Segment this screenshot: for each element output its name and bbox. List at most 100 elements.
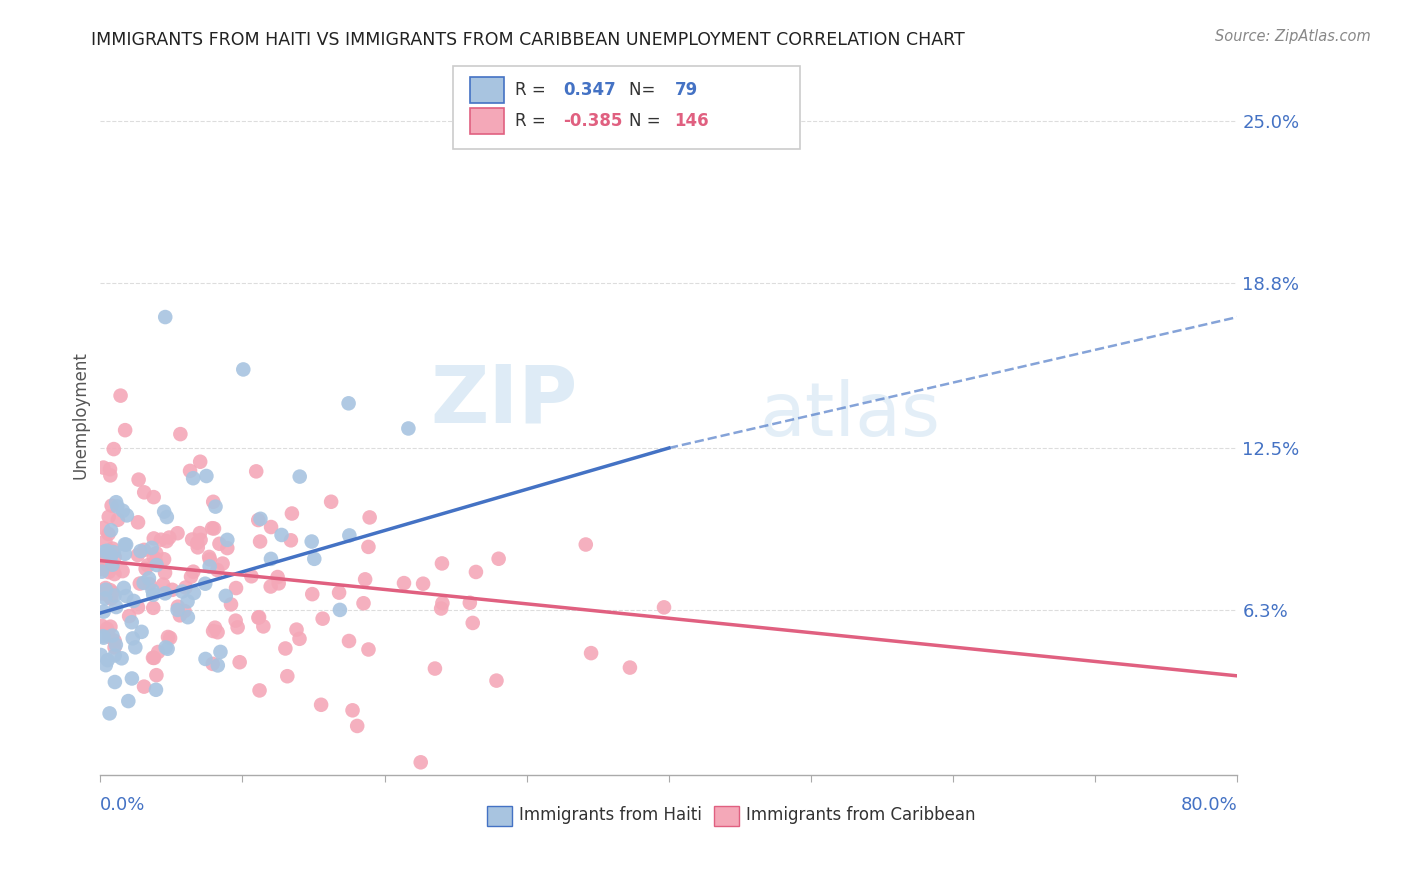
Point [249, 512, 271, 526]
Point [280, 533, 302, 548]
Point [359, 510, 381, 524]
Point [353, 596, 375, 610]
Point [167, 599, 190, 614]
Point [321, 495, 343, 509]
Point [188, 526, 211, 541]
Point [249, 683, 271, 698]
Point [153, 552, 176, 566]
Point [132, 542, 155, 557]
Text: 80.0%: 80.0% [1181, 796, 1237, 814]
Point [249, 534, 271, 549]
Point [187, 541, 209, 555]
Point [142, 532, 165, 546]
Point [118, 609, 141, 624]
Point [267, 576, 290, 591]
Point [172, 584, 194, 599]
Point [354, 572, 377, 586]
Point [186, 536, 208, 550]
Point [121, 632, 143, 646]
FancyBboxPatch shape [453, 66, 800, 149]
Point [90, 648, 112, 662]
Point [104, 675, 127, 690]
Point [211, 557, 233, 571]
Point [204, 621, 226, 635]
Point [153, 586, 176, 600]
Point [202, 624, 225, 638]
Point [285, 623, 308, 637]
Point [100, 523, 122, 537]
Point [117, 694, 139, 708]
Point [100, 620, 122, 634]
Point [488, 551, 510, 566]
Point [96, 543, 118, 558]
Point [111, 504, 134, 518]
Point [94, 591, 117, 606]
Point [176, 594, 198, 608]
Point [209, 645, 232, 659]
Point [98, 630, 121, 644]
Point [124, 640, 146, 655]
Point [217, 533, 239, 547]
Point [215, 589, 238, 603]
Point [169, 608, 191, 623]
Point [201, 521, 224, 535]
Point [103, 567, 125, 582]
Point [579, 646, 602, 660]
Point [145, 682, 167, 697]
Point [461, 615, 484, 630]
Point [112, 581, 135, 595]
Point [115, 589, 138, 603]
Point [202, 521, 225, 535]
FancyBboxPatch shape [714, 805, 740, 826]
Point [217, 541, 239, 555]
Point [104, 589, 127, 603]
Point [94, 581, 117, 595]
Point [103, 442, 125, 456]
Point [115, 538, 138, 552]
Point [396, 421, 419, 435]
Point [166, 526, 188, 541]
Point [101, 558, 124, 572]
Point [134, 485, 156, 500]
Point [194, 652, 217, 666]
Point [96, 549, 118, 563]
Point [156, 630, 179, 644]
FancyBboxPatch shape [486, 805, 512, 826]
Text: N=: N= [628, 81, 661, 99]
Point [142, 550, 165, 565]
Point [260, 580, 283, 594]
Point [252, 619, 274, 633]
Point [247, 513, 270, 527]
Point [304, 552, 326, 566]
Text: N =: N = [628, 112, 666, 129]
Point [100, 549, 122, 563]
Point [142, 650, 165, 665]
Point [127, 600, 149, 615]
Point [98, 462, 121, 476]
Text: 0.0%: 0.0% [100, 796, 146, 814]
Point [430, 557, 453, 571]
Point [412, 576, 434, 591]
Point [94, 582, 117, 597]
Point [155, 640, 177, 655]
Point [225, 614, 247, 628]
Point [115, 508, 138, 523]
Point [270, 528, 292, 542]
Point [183, 586, 205, 600]
Point [104, 638, 127, 652]
Point [198, 552, 221, 566]
Point [226, 620, 249, 634]
Point [127, 516, 149, 530]
Point [91, 521, 114, 535]
Point [181, 565, 204, 579]
Point [97, 527, 120, 541]
Point [145, 668, 167, 682]
Point [162, 582, 184, 597]
Point [121, 615, 143, 630]
Point [652, 600, 675, 615]
Point [138, 571, 160, 585]
Point [156, 641, 179, 656]
Point [337, 528, 360, 542]
Point [392, 576, 415, 591]
Point [458, 596, 481, 610]
